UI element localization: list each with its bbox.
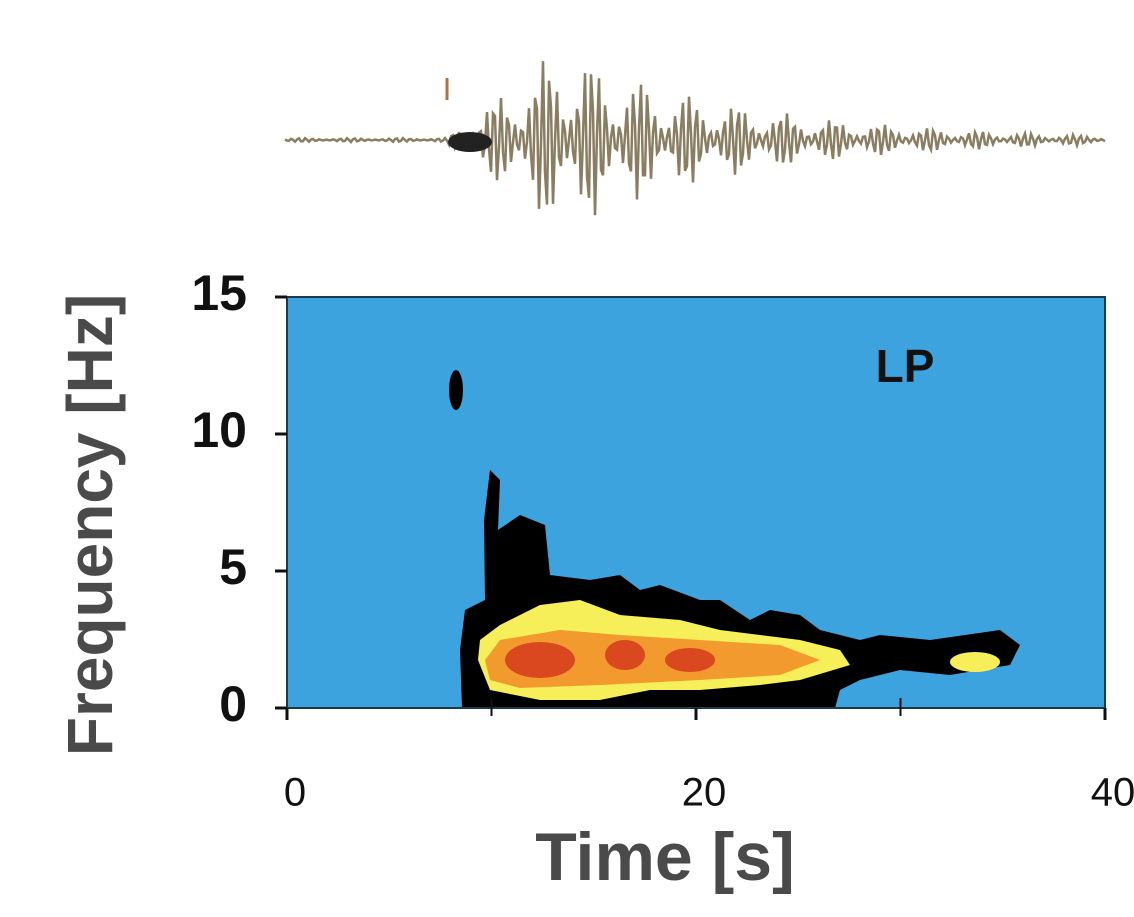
y-tick-label: 15	[191, 265, 247, 321]
contour-peak	[605, 640, 645, 670]
seismogram-trace	[284, 61, 1106, 216]
x-tick-label: 40	[1091, 771, 1134, 815]
contour-mid	[950, 652, 1000, 672]
spectrogram-contours	[449, 370, 1020, 708]
seismogram	[284, 61, 1106, 216]
seismogram-onset	[448, 132, 492, 152]
x-tick-label: 0	[284, 771, 306, 815]
contour-high	[485, 630, 820, 688]
y-tick-label: 0	[219, 676, 247, 732]
contour-peak	[505, 642, 575, 678]
y-axis-label: Frequency [Hz]	[54, 294, 126, 756]
contour-low	[449, 370, 463, 410]
y-tick-label: 5	[219, 539, 247, 595]
contour-peak	[665, 648, 715, 672]
annotation: LP	[876, 340, 935, 392]
x-tick-label: 20	[682, 771, 727, 815]
x-axis-label: Time [s]	[535, 819, 794, 895]
y-tick-label: 10	[191, 402, 247, 458]
